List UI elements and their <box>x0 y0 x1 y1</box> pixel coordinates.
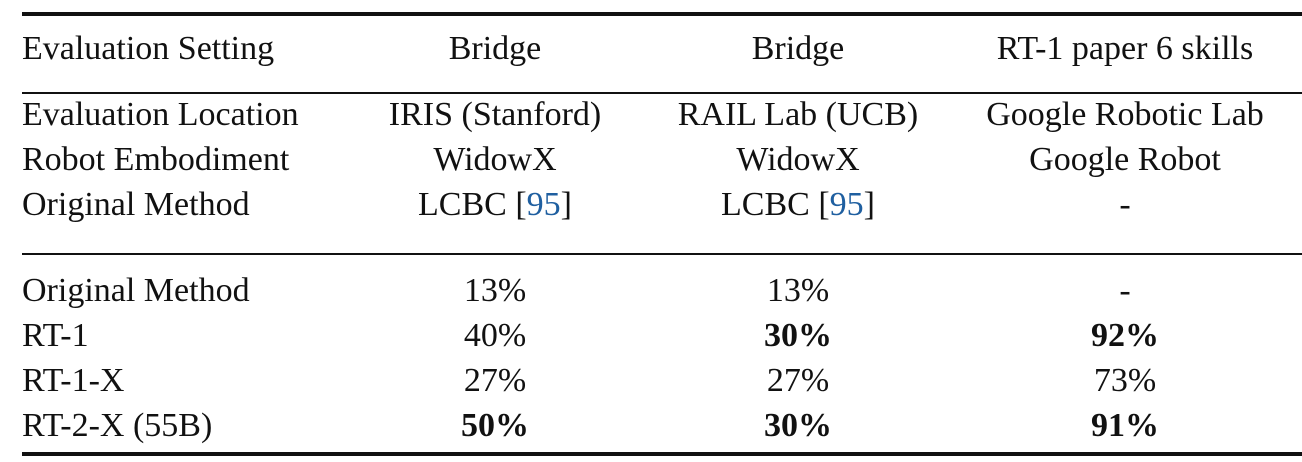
table-cell: - <box>1119 186 1131 223</box>
table-cell: RAIL Lab (UCB) <box>677 96 919 133</box>
table-cell: 30% <box>764 317 832 354</box>
table-cell: IRIS (Stanford) <box>388 96 602 133</box>
table-cell: 27% <box>463 362 527 399</box>
top-rule <box>22 12 1302 16</box>
meta-row-location: Evaluation Location IRIS (Stanford) RAIL… <box>22 92 1302 137</box>
row-label: RT-1-X <box>22 362 125 399</box>
row-label: Robot Embodiment <box>22 141 290 178</box>
table-cell: 92% <box>1091 317 1159 354</box>
result-row-rt1: RT-1 40% 30% 92% <box>22 313 1302 358</box>
row-label: RT-2-X (55B) <box>22 407 213 444</box>
meta-row-embodiment: Robot Embodiment WidowX WidowX Google Ro… <box>22 137 1302 182</box>
table-cell: 27% <box>766 362 830 399</box>
table-cell: 50% <box>461 407 529 444</box>
row-label: Evaluation Location <box>22 96 299 133</box>
header-cell-bridge-1: Bridge <box>448 30 542 67</box>
header-row: Evaluation Setting Bridge Bridge RT-1 pa… <box>22 0 1302 72</box>
table-cell: 13% <box>766 272 830 309</box>
table-cell: Google Robot <box>1029 141 1221 178</box>
table-cell: 13% <box>463 272 527 309</box>
bottom-rule <box>22 452 1302 456</box>
result-row-original-method: Original Method 13% 13% - <box>22 268 1302 313</box>
table-cell: - <box>1119 272 1131 309</box>
header-rule <box>22 92 1302 94</box>
meta-row-original-method: Original Method LCBC [95] LCBC [95] - <box>22 182 1302 227</box>
table-cell: 91% <box>1091 407 1159 444</box>
row-label: Original Method <box>22 186 250 223</box>
results-table: Evaluation Setting Bridge Bridge RT-1 pa… <box>22 0 1302 448</box>
table-cell: WidowX <box>433 141 557 178</box>
result-row-rt1x: RT-1-X 27% 27% 73% <box>22 358 1302 403</box>
result-row-rt2x: RT-2-X (55B) 50% 30% 91% <box>22 403 1302 448</box>
table-cell: LCBC [95] <box>721 186 875 223</box>
meta-rule <box>22 253 1302 255</box>
table-cell: LCBC [95] <box>418 186 572 223</box>
citation-link[interactable]: 95 <box>829 186 864 223</box>
table-cell: 73% <box>1093 362 1157 399</box>
header-cell-rt1-skills: RT-1 paper 6 skills <box>996 30 1254 67</box>
row-label: RT-1 <box>22 317 89 354</box>
header-cell-setting: Evaluation Setting <box>22 30 275 67</box>
header-cell-bridge-2: Bridge <box>751 30 845 67</box>
row-label: Original Method <box>22 272 250 309</box>
table-cell: Google Robotic Lab <box>986 96 1264 133</box>
citation-link[interactable]: 95 <box>526 186 561 223</box>
table-cell: 40% <box>463 317 527 354</box>
table-cell: 30% <box>764 407 832 444</box>
table-cell: WidowX <box>736 141 860 178</box>
